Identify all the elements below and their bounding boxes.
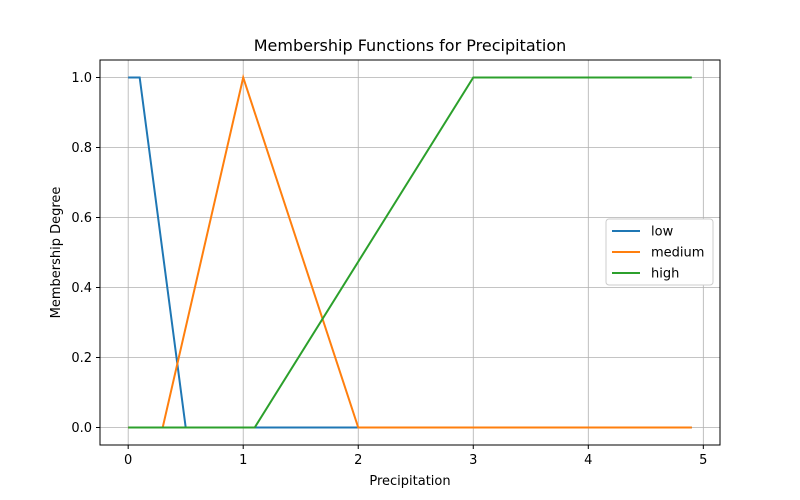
y-axis-ticks: 0.0 0.2 0.4 0.6 0.8 1.0 <box>71 71 100 436</box>
series-line-high <box>128 76 692 429</box>
y-tick-label: 0.4 <box>71 281 92 296</box>
legend: low medium high <box>605 218 714 286</box>
series-lines <box>128 73 692 429</box>
legend-label-medium: medium <box>651 246 704 261</box>
y-tick-label: 0.8 <box>71 141 92 156</box>
chart-title: Membership Functions for Precipitation <box>254 36 567 55</box>
x-tick-label: 4 <box>584 453 592 468</box>
x-tick-label: 1 <box>239 453 247 468</box>
legend-box <box>605 218 714 286</box>
x-axis-label: Precipitation <box>369 474 450 489</box>
y-axis-label: Membership Degree <box>49 187 64 319</box>
x-tick-label: 2 <box>354 453 362 468</box>
legend-label-low: low <box>651 225 674 240</box>
y-tick-label: 0.0 <box>71 421 92 436</box>
x-axis-ticks: 0 1 2 3 4 5 <box>124 445 707 468</box>
plot-area-frame <box>99 59 721 446</box>
x-tick-label: 3 <box>469 453 477 468</box>
x-tick-label: 5 <box>699 453 707 468</box>
y-tick-label: 0.6 <box>71 211 92 226</box>
y-tick-label: 0.2 <box>71 351 92 366</box>
x-tick-label: 0 <box>124 453 132 468</box>
y-tick-label: 1.0 <box>71 71 92 86</box>
legend-label-high: high <box>651 267 679 282</box>
